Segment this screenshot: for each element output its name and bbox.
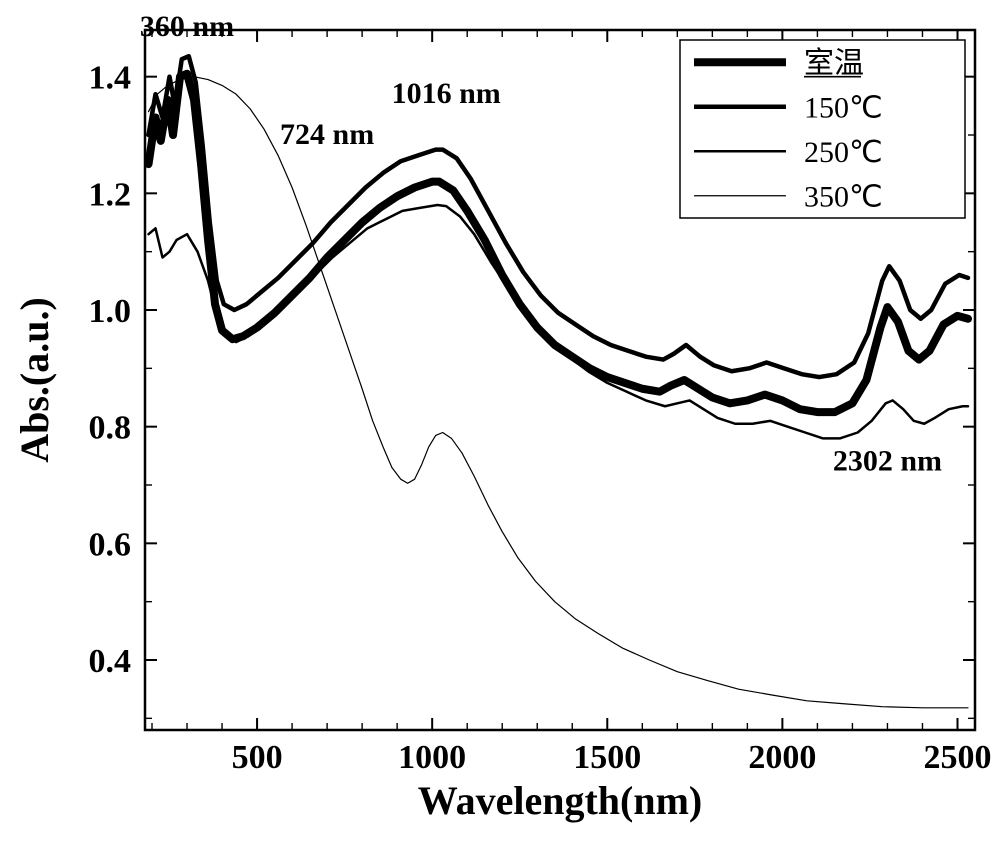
legend-label: 150℃ — [804, 91, 883, 124]
peak-label: 2302 nm — [833, 444, 942, 477]
legend-label: 250℃ — [804, 136, 883, 169]
peak-label: 724 nm — [280, 118, 374, 151]
chart-container: 500 1000 1500 2000 2500 0.4 0.6 0.8 1.0 1.2 1.4 Wav… — [0, 0, 1000, 841]
y-tick-label: 1.2 — [89, 176, 132, 213]
x-tick-label: 2000 — [748, 739, 816, 776]
y-axis-label: Abs.(a.u.) — [12, 297, 57, 463]
peak-label: 1016 nm — [392, 77, 501, 110]
peak-label: 360 nm — [140, 10, 234, 43]
y-tick-label: 1.0 — [89, 293, 132, 330]
y-tick-label: 0.8 — [89, 410, 132, 447]
y-tick-label: 0.6 — [89, 526, 132, 563]
legend-label: 350℃ — [804, 180, 883, 213]
x-axis-label: Wavelength(nm) — [418, 778, 702, 823]
legend-label: 室温 — [804, 47, 864, 80]
x-tick-label: 2500 — [923, 739, 991, 776]
absorption-spectrum-chart: 500 1000 1500 2000 2500 0.4 0.6 0.8 1.0 1.2 1.4 Wav… — [0, 0, 1000, 841]
x-tick-label: 500 — [232, 739, 283, 776]
x-tick-label: 1000 — [398, 739, 466, 776]
y-tick-label: 0.4 — [89, 643, 132, 680]
y-tick-label: 1.4 — [89, 60, 132, 97]
x-tick-label: 1500 — [573, 739, 641, 776]
